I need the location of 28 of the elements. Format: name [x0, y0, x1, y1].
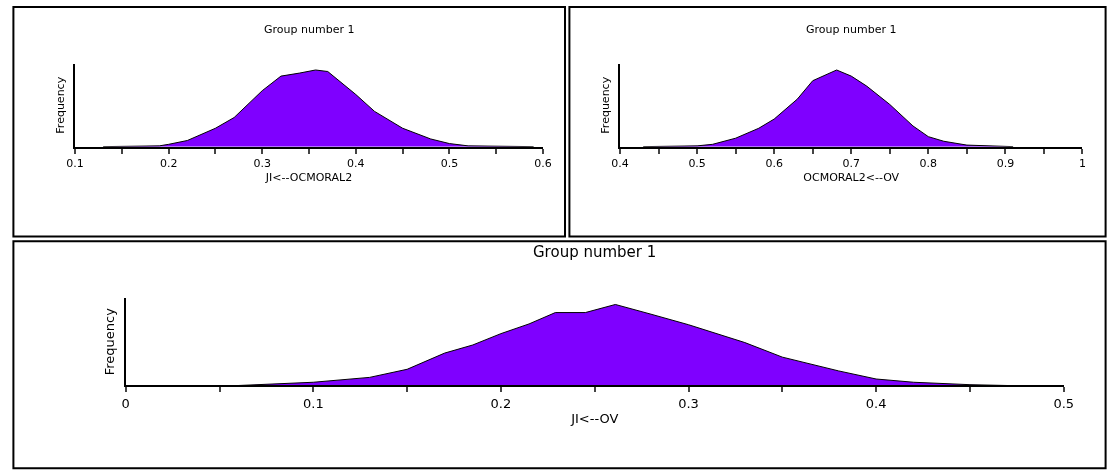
x-axis-title: OCMORAL2<--OV [803, 170, 900, 184]
chart-title: Group number 1 [806, 23, 897, 36]
x-axis-title: JI<--OV [570, 411, 619, 427]
x-tick-label: 0.3 [253, 156, 271, 170]
x-tick-label: 0.5 [1053, 396, 1075, 412]
x-tick-label: 0 [121, 396, 130, 412]
x-tick-label: 0.5 [688, 156, 706, 170]
x-tick-label: 0.6 [534, 156, 552, 170]
x-axis-title: JI<--OCMORAL2 [264, 170, 353, 184]
x-tick-label: 1 [1078, 156, 1086, 170]
x-tick-label: 0.1 [66, 156, 84, 170]
x-tick-label: 0.4 [865, 396, 887, 412]
x-tick-label: 0.8 [919, 156, 938, 170]
x-tick-label: 0.4 [347, 156, 365, 170]
x-tick-label: 0.2 [159, 156, 178, 170]
x-tick-label: 0.2 [490, 396, 512, 412]
y-axis-title: Frequency [599, 76, 613, 134]
y-axis-title: Frequency [102, 307, 118, 376]
x-tick-label: 0.4 [611, 156, 629, 170]
x-tick-label: 0.7 [842, 156, 861, 170]
y-axis-title: Frequency [54, 76, 68, 134]
x-tick-label: 0.9 [996, 156, 1015, 170]
x-tick-label: 0.1 [302, 396, 324, 412]
x-tick-label: 0.6 [765, 156, 783, 170]
x-tick-label: 0.3 [678, 396, 699, 412]
x-tick-label: 0.5 [440, 156, 459, 170]
chart-title: Group number 1 [264, 23, 355, 36]
chart-title: Group number 1 [533, 243, 657, 261]
